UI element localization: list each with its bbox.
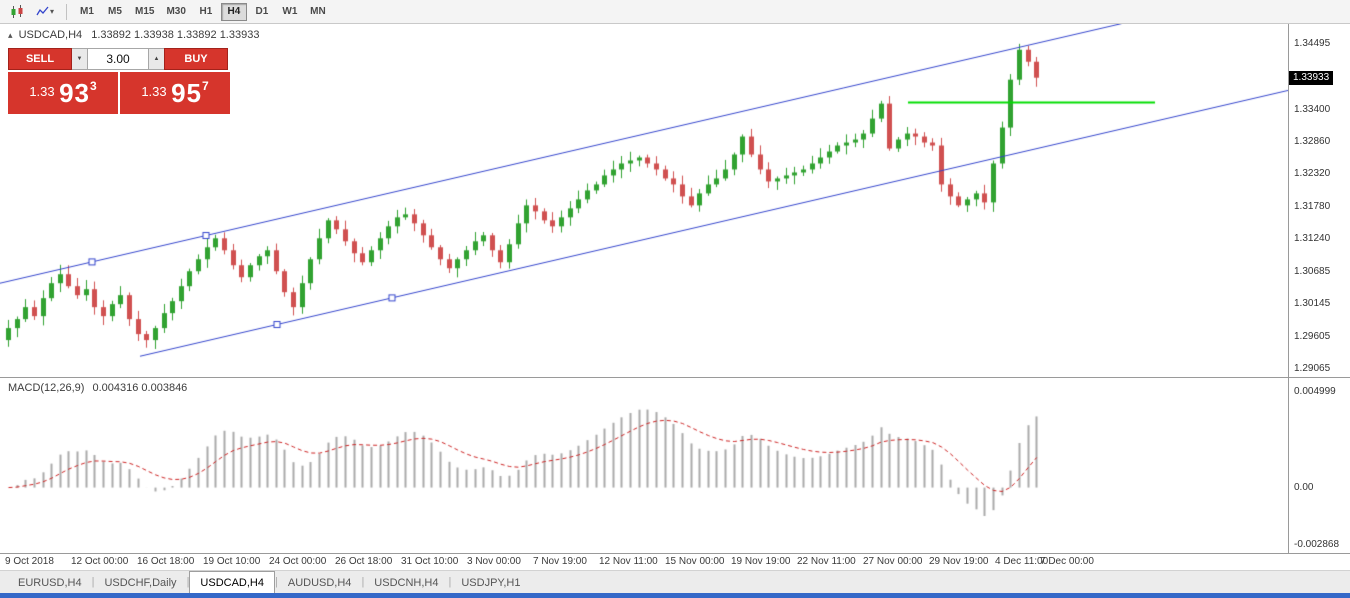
toolbar-separator <box>66 3 67 20</box>
volume-increase-button[interactable]: ▲ <box>149 48 164 70</box>
macd-indicator-name: MACD(12,26,9) <box>8 382 85 394</box>
chart-toolbar: ▾ M1 M5 M15 M30 H1 H4 D1 W1 MN <box>0 0 1350 24</box>
tab-usdcnh-h4[interactable]: USDCNH,H4 <box>374 577 439 589</box>
timeframe-button-d1[interactable]: D1 <box>255 5 269 17</box>
date-label: 19 Nov 19:00 <box>731 556 791 567</box>
price-axis-label: 1.29065 <box>1294 363 1331 375</box>
date-label: 9 Oct 2018 <box>5 556 54 567</box>
chart-ohlc: 1.33892 1.33938 1.33892 1.33933 <box>91 29 260 41</box>
date-label: 19 Oct 10:00 <box>203 556 261 567</box>
tab-separator: | <box>91 576 95 588</box>
sell-button[interactable]: SELL <box>8 48 72 70</box>
timeframe-button-mn[interactable]: MN <box>310 5 326 17</box>
price-axis-label: 1.31240 <box>1294 232 1331 244</box>
date-label: 12 Nov 11:00 <box>599 556 658 567</box>
tab-separator: | <box>275 576 278 588</box>
timeframe-buttons: M1 M5 M15 M30 H1 H4 D1 W1 MN <box>73 2 332 21</box>
macd-axis: 0.004999 0.00 -0.002868 <box>1290 378 1350 553</box>
date-label: 26 Oct 18:00 <box>335 556 393 567</box>
candlestick-chart-icon <box>11 4 23 18</box>
buy-price-prefix: 1.33 <box>141 84 167 99</box>
date-label: 29 Nov 19:00 <box>929 556 989 567</box>
timeframe-button-h4[interactable]: H4 <box>220 2 247 21</box>
price-axis-label: 1.33400 <box>1294 103 1331 115</box>
date-axis: 9 Oct 2018 12 Oct 00:00 16 Oct 18:00 19 Oct… <box>0 554 1350 570</box>
tab-usdjpy-h1[interactable]: USDJPY,H1 <box>461 577 521 589</box>
objects-tool-button[interactable]: ▾ <box>32 2 58 22</box>
sell-price[interactable]: 1.33 933 <box>8 72 118 114</box>
window-bottom-edge <box>0 593 1350 598</box>
sell-price-main: 93 <box>59 78 90 108</box>
chart-title: ▴ USDCAD,H4 1.33892 1.33938 1.33892 1.33… <box>8 29 259 41</box>
tab-eurusd-h4[interactable]: EURUSD,H4 <box>18 577 82 589</box>
tab-audusd-h4[interactable]: AUDUSD,H4 <box>287 577 352 589</box>
timeframe-button-m5[interactable]: M5 <box>108 5 122 17</box>
buy-price[interactable]: 1.33 957 <box>120 72 230 114</box>
volume-decrease-button[interactable]: ▼ <box>72 48 87 70</box>
chart-type-button[interactable] <box>4 2 30 22</box>
timeframe-button-m30[interactable]: M30 <box>166 5 186 17</box>
macd-pane: MACD(12,26,9) 0.004316 0.003846 0.004999… <box>0 378 1350 554</box>
price-axis-label: 1.31780 <box>1294 200 1331 212</box>
macd-axis-label: 0.00 <box>1294 481 1314 493</box>
objects-dropdown-icon <box>36 6 49 16</box>
tab-separator: | <box>448 576 452 588</box>
macd-canvas[interactable] <box>0 378 1289 553</box>
price-axis-label: 1.29605 <box>1294 330 1331 342</box>
main-chart-pane: ▴ USDCAD,H4 1.33892 1.33938 1.33892 1.33… <box>0 24 1350 378</box>
timeframe-button-m15[interactable]: M15 <box>135 5 155 17</box>
date-label: 12 Oct 00:00 <box>71 556 129 567</box>
date-label: 3 Nov 00:00 <box>467 556 521 567</box>
macd-label: MACD(12,26,9) 0.004316 0.003846 <box>8 382 187 394</box>
chart-tabs: EURUSD,H4 | USDCHF,Daily | USDCAD,H4 | AUDUSD,… <box>0 570 1350 593</box>
date-label: 27 Nov 00:00 <box>863 556 923 567</box>
date-label: 22 Nov 11:00 <box>797 556 856 567</box>
timeframe-button-h1[interactable]: H1 <box>199 5 213 17</box>
price-axis-label: 1.34495 <box>1294 38 1331 50</box>
chevron-down-icon: ▾ <box>49 7 54 16</box>
timeframe-button-m1[interactable]: M1 <box>80 5 94 17</box>
price-axis-label: 1.32320 <box>1294 168 1331 180</box>
date-label: 24 Oct 00:00 <box>269 556 327 567</box>
date-label: 15 Nov 00:00 <box>665 556 725 567</box>
macd-indicator-values: 0.004316 0.003846 <box>92 382 188 394</box>
date-label: 31 Oct 10:00 <box>401 556 459 567</box>
tab-separator: | <box>361 576 365 588</box>
buy-price-main: 95 <box>171 78 202 108</box>
macd-axis-label: 0.004999 <box>1294 386 1336 397</box>
sell-price-prefix: 1.33 <box>29 84 55 99</box>
chart-symbol: USDCAD,H4 <box>18 29 83 41</box>
price-axis-label: 1.30145 <box>1294 298 1331 310</box>
buy-price-pipette: 7 <box>202 79 209 93</box>
price-axis-label: 1.32860 <box>1294 135 1331 147</box>
buy-button[interactable]: BUY <box>164 48 228 70</box>
date-label: 16 Oct 18:00 <box>137 556 195 567</box>
macd-axis-label: -0.002868 <box>1294 539 1340 550</box>
timeframe-button-w1[interactable]: W1 <box>282 5 298 17</box>
current-price-tag: 1.33933 <box>1289 70 1334 85</box>
date-label: 7 Dec 00:00 <box>1040 556 1094 567</box>
tab-usdchf-daily[interactable]: USDCHF,Daily <box>104 577 177 589</box>
price-axis: 1.34495 1.33400 1.32860 1.32320 1.31780 1.312… <box>1290 24 1350 377</box>
date-label: 4 Dec 11:00 <box>995 556 1049 567</box>
sell-price-pipette: 3 <box>90 79 97 93</box>
price-axis-label: 1.30685 <box>1294 266 1331 278</box>
date-label: 7 Nov 19:00 <box>533 556 587 567</box>
tab-separator: | <box>186 576 190 588</box>
chart-collapse-icon: ▴ <box>8 30 13 40</box>
tab-usdcad-h4[interactable]: USDCAD,H4 <box>189 571 275 593</box>
one-click-trading-panel: SELL ▼ ▲ BUY 1.33 933 1.33 957 <box>8 48 230 114</box>
volume-input[interactable] <box>87 48 149 70</box>
